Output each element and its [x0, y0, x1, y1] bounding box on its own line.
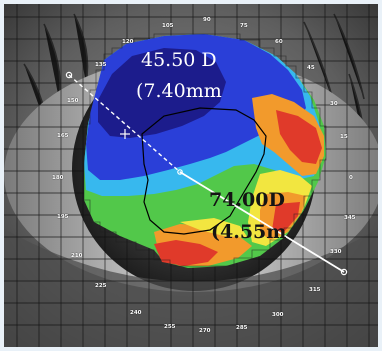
topography-map: [83, 33, 327, 268]
degree-label: 45: [307, 65, 315, 71]
degree-label: 300: [272, 312, 284, 318]
degree-label: 120: [122, 39, 134, 45]
topography-image: 45.50 D (7.40mm 74.00D (4.55m 90 105 75 …: [4, 4, 378, 347]
degree-label: 30: [330, 101, 338, 107]
degree-label: 195: [57, 214, 69, 220]
upper-radius-reading: (7.40mm: [136, 80, 222, 102]
degree-label: 180: [52, 175, 64, 181]
degree-label: 270: [199, 328, 211, 334]
degree-label: 240: [130, 310, 142, 316]
degree-label: 285: [236, 325, 248, 331]
lower-radius-reading: (4.55m: [211, 221, 287, 243]
degree-label: 15: [340, 134, 348, 140]
degree-label: 165: [57, 133, 69, 139]
degree-label: 75: [240, 23, 248, 29]
degree-label: 315: [309, 287, 321, 293]
degree-label: 60: [275, 39, 283, 45]
apex-cross-marker: [120, 129, 130, 139]
lower-lid: [4, 229, 378, 347]
degree-label: 135: [95, 62, 107, 68]
upper-power-reading: 45.50 D: [141, 49, 217, 71]
degree-label: 105: [162, 23, 174, 29]
degree-label: 0: [349, 175, 353, 181]
measurement-line: [65, 71, 348, 276]
degree-label: 255: [164, 324, 176, 330]
degree-label: 345: [344, 215, 356, 221]
degree-label: 150: [67, 98, 79, 104]
lower-power-reading: 74.00D: [209, 189, 285, 211]
degree-label: 90: [203, 17, 211, 23]
degree-label: 210: [71, 253, 83, 259]
eye-photo: [4, 4, 378, 347]
degree-label: 225: [95, 283, 107, 289]
degree-label: 330: [330, 249, 342, 255]
